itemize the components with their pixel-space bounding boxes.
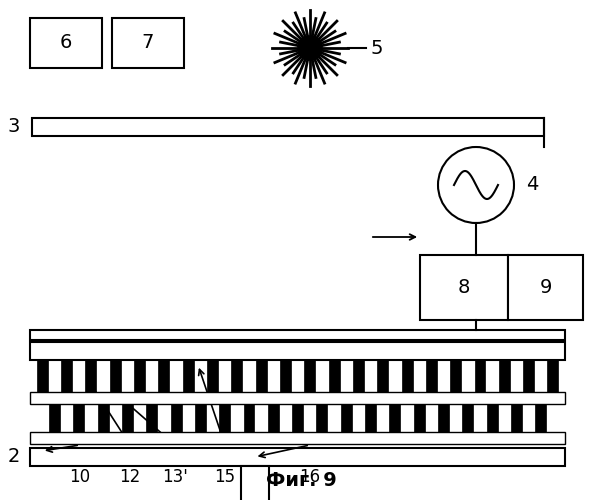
Text: 4: 4 <box>526 176 538 195</box>
Text: 15: 15 <box>214 468 235 486</box>
Bar <box>292 404 303 432</box>
Text: 12: 12 <box>119 468 141 486</box>
Bar <box>207 360 218 392</box>
Bar <box>30 342 565 360</box>
Bar <box>30 330 565 340</box>
Bar <box>450 360 461 392</box>
Bar <box>30 18 102 68</box>
Bar <box>523 360 534 392</box>
Bar <box>268 404 279 432</box>
Bar <box>511 404 522 432</box>
Bar <box>30 448 565 466</box>
Bar <box>170 404 181 432</box>
Bar <box>547 360 559 392</box>
Bar <box>112 18 184 68</box>
Bar <box>462 404 473 432</box>
Bar <box>134 360 145 392</box>
Bar <box>377 360 388 392</box>
Text: 5: 5 <box>370 38 382 58</box>
Bar <box>37 360 48 392</box>
Text: Фиг. 9: Фиг. 9 <box>265 471 337 490</box>
Bar <box>195 404 206 432</box>
Bar <box>402 360 412 392</box>
Bar <box>256 360 267 392</box>
Bar <box>122 404 133 432</box>
Text: 9: 9 <box>539 278 551 297</box>
Bar <box>30 432 565 444</box>
Bar <box>365 404 376 432</box>
Bar <box>110 360 121 392</box>
Text: 13': 13' <box>162 468 188 486</box>
Bar <box>32 118 544 136</box>
Circle shape <box>438 147 514 223</box>
Bar <box>280 360 291 392</box>
Bar <box>158 360 169 392</box>
Bar <box>414 404 424 432</box>
Circle shape <box>298 36 322 60</box>
Bar <box>389 404 400 432</box>
Text: 3: 3 <box>8 118 20 137</box>
Text: 16: 16 <box>299 468 320 486</box>
Bar <box>426 360 437 392</box>
Bar <box>304 360 315 392</box>
Bar <box>329 360 340 392</box>
Bar <box>535 404 546 432</box>
Bar <box>183 360 194 392</box>
Bar <box>341 404 352 432</box>
Text: 10: 10 <box>69 468 90 486</box>
Bar <box>73 404 84 432</box>
Bar <box>486 404 498 432</box>
Bar <box>438 404 449 432</box>
Bar <box>146 404 157 432</box>
Text: 6: 6 <box>60 34 72 52</box>
Bar <box>353 360 364 392</box>
Bar <box>317 404 327 432</box>
Bar <box>474 360 485 392</box>
Bar <box>61 360 72 392</box>
Bar <box>98 404 108 432</box>
Bar <box>49 404 60 432</box>
Bar <box>499 360 510 392</box>
Bar <box>508 255 583 320</box>
Bar <box>85 360 96 392</box>
Text: 7: 7 <box>142 34 154 52</box>
Bar <box>420 255 508 320</box>
Bar <box>241 466 268 500</box>
Bar <box>244 404 255 432</box>
Text: 2: 2 <box>8 448 20 466</box>
Bar <box>231 360 242 392</box>
Bar <box>219 404 230 432</box>
Bar <box>30 392 565 404</box>
Text: 8: 8 <box>458 278 470 297</box>
